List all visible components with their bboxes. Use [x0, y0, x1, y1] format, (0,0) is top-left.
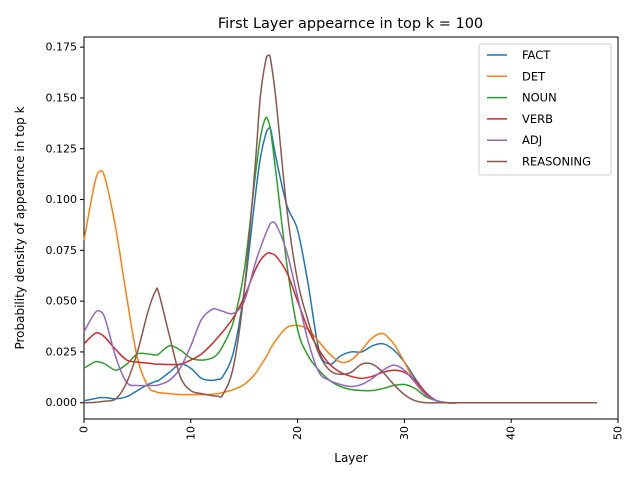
y-tick-label: 0.150	[46, 91, 78, 104]
y-tick-label: 0.125	[46, 142, 78, 155]
legend-label-det: DET	[522, 69, 546, 83]
y-tick-label: 0.100	[46, 193, 78, 206]
plot-area: 0 10 20 30 40 50 0.000 0.025 0.050 0.075 0.100 0.1…	[46, 36, 625, 440]
x-tick-label: 40	[505, 426, 518, 440]
x-tick-label: 0	[78, 426, 91, 433]
series-line-adj	[83, 221, 597, 404]
x-axis-ticks: 0 10 20 30 40 50	[78, 419, 625, 440]
y-tick-label: 0.050	[46, 295, 78, 308]
legend: FACT DET NOUN VERB ADJ REASONING	[478, 43, 612, 176]
legend-label-fact: FACT	[522, 48, 551, 62]
series-lines	[83, 54, 597, 404]
legend-label-noun: NOUN	[522, 91, 557, 105]
x-axis-label: Layer	[334, 451, 368, 465]
x-tick-label: 30	[398, 426, 411, 440]
series-line-noun	[83, 116, 597, 404]
x-tick-label: 50	[612, 426, 625, 440]
chart-title: First Layer appearnce in top k = 100	[218, 16, 483, 32]
legend-label-reasoning: REASONING	[522, 155, 591, 169]
legend-label-verb: VERB	[522, 112, 553, 126]
y-axis-ticks: 0.000 0.025 0.050 0.075 0.100 0.125 0.150 0.175	[46, 41, 84, 409]
y-tick-label: 0.025	[46, 345, 78, 358]
y-axis-label: Probability density of appearnce in top …	[13, 106, 27, 349]
x-tick-label: 10	[184, 426, 197, 440]
series-line-verb	[83, 251, 597, 404]
y-tick-label: 0.000	[46, 396, 78, 409]
plot-frame	[83, 36, 619, 420]
x-tick-label: 20	[291, 426, 304, 440]
series-line-det	[83, 169, 597, 404]
y-tick-label: 0.175	[46, 41, 78, 54]
series-line-reasoning	[83, 54, 597, 404]
legend-label-adj: ADJ	[522, 133, 542, 147]
legend-box	[478, 43, 612, 176]
y-tick-label: 0.075	[46, 244, 78, 257]
